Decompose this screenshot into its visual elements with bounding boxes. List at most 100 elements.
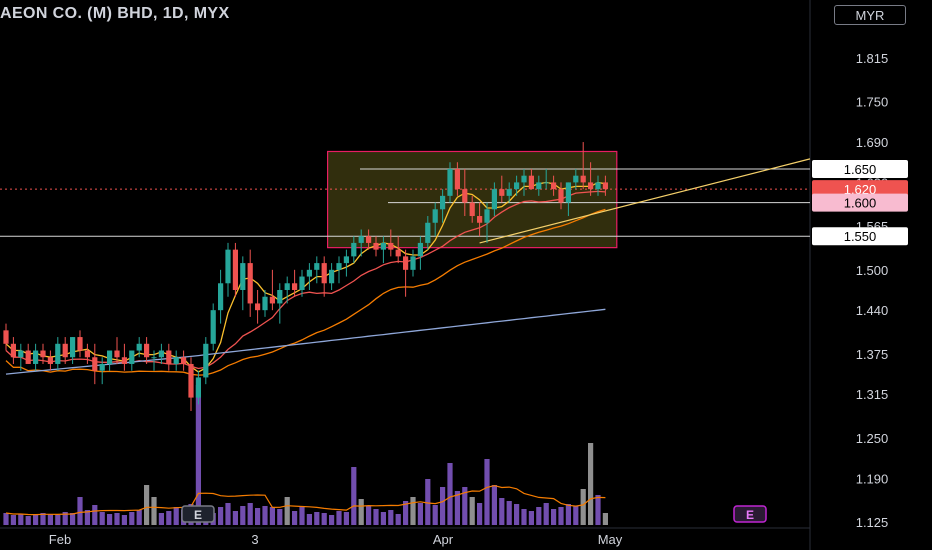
volume-bar <box>121 515 127 525</box>
volume-bar <box>388 510 394 525</box>
volume-bar <box>40 513 46 525</box>
volume-bar <box>299 507 305 525</box>
volume-bar <box>536 507 542 525</box>
earnings-event-marker[interactable] <box>733 505 767 523</box>
volume-bar <box>10 515 16 525</box>
volume-bar <box>55 515 61 525</box>
candle-body <box>173 357 179 364</box>
candle-body <box>107 350 113 364</box>
volume-bar <box>543 503 549 525</box>
candle-body <box>40 350 46 358</box>
candle-body <box>536 182 542 190</box>
volume-bar <box>84 510 90 525</box>
candle-body <box>491 189 497 210</box>
candle-body <box>484 209 490 223</box>
price-axis-tag <box>812 193 908 212</box>
candle-body <box>477 216 483 223</box>
volume-bar <box>469 497 475 525</box>
candle-body <box>499 189 505 196</box>
candle-body <box>469 202 475 217</box>
volume-bar <box>521 509 527 525</box>
volume-bar <box>158 513 164 525</box>
volume-bar <box>107 514 113 525</box>
currency-button[interactable]: MYR <box>834 5 906 25</box>
candle-body <box>10 343 16 358</box>
candle-body <box>158 350 164 358</box>
candle-body <box>588 182 594 190</box>
candle-body <box>47 357 53 364</box>
price-axis-tag <box>812 227 908 246</box>
volume-bar <box>462 487 468 525</box>
candle-body <box>595 182 601 190</box>
candle-body <box>284 283 290 290</box>
candle-body <box>358 236 364 243</box>
candle-body <box>225 249 231 284</box>
candle-body <box>440 195 446 210</box>
candle-body <box>388 242 394 250</box>
candle-body <box>3 330 9 344</box>
volume-bar <box>151 497 157 525</box>
candle-body <box>18 350 24 358</box>
candle-body <box>573 175 579 183</box>
candle-body <box>55 343 61 364</box>
candle-body <box>321 263 327 284</box>
volume-bar <box>403 501 409 525</box>
candle-body <box>514 182 520 190</box>
candle-body <box>410 256 416 270</box>
candle-body <box>136 343 142 351</box>
candle-body <box>99 363 105 371</box>
price-axis-tag-label: 1.620 <box>844 182 877 197</box>
candle-body <box>454 168 460 190</box>
volume-bar <box>306 514 312 525</box>
candle-body <box>77 337 83 351</box>
volume-bar <box>514 504 520 525</box>
candle-body <box>366 236 372 243</box>
y-tick-label: 1.315 <box>856 387 889 402</box>
y-tick-label: 1.690 <box>856 135 889 150</box>
x-tick-label: Apr <box>433 532 454 547</box>
volume-bar <box>77 497 83 525</box>
volume-bar <box>336 511 342 525</box>
price-axis-tag-label: 1.550 <box>844 229 877 244</box>
volume-bar <box>506 501 512 525</box>
candle-body <box>269 296 275 304</box>
candle-body <box>25 350 31 364</box>
price-axis-tag-label: 1.600 <box>844 196 877 211</box>
volume-bar <box>366 506 372 525</box>
volume-bar <box>573 506 579 525</box>
event-marker-label: E <box>194 508 202 522</box>
volume-bar <box>499 498 505 525</box>
candle-body <box>543 182 549 184</box>
volume-bar <box>343 512 349 525</box>
candle-body <box>210 310 216 344</box>
volume-bar <box>18 514 24 525</box>
candle-body <box>195 377 201 398</box>
volume-bar <box>380 512 386 525</box>
candle-body <box>425 222 431 243</box>
volume-bar <box>558 507 564 525</box>
y-tick-label: 1.815 <box>856 51 889 66</box>
candle-body <box>343 256 349 264</box>
volume-bar <box>47 514 53 525</box>
volume-bar <box>351 467 357 525</box>
candle-body <box>92 357 98 371</box>
volume-bar <box>62 512 68 525</box>
candle-body <box>521 175 527 183</box>
y-tick-label: 1.250 <box>856 431 889 446</box>
candle-body <box>380 242 386 250</box>
candle-body <box>314 263 320 270</box>
volume-bar <box>232 511 238 525</box>
candle-body <box>292 283 298 290</box>
volume-bar <box>595 495 601 525</box>
volume-bar <box>447 463 453 525</box>
volume-bar <box>551 509 557 525</box>
volume-bar <box>144 485 150 525</box>
candle-body <box>329 269 335 284</box>
volume-bar <box>262 506 268 525</box>
volume-bar <box>218 507 224 525</box>
volume-bar <box>225 503 231 525</box>
candle-body <box>255 303 261 311</box>
earnings-event-marker[interactable] <box>181 505 215 523</box>
candle-body <box>528 175 534 190</box>
